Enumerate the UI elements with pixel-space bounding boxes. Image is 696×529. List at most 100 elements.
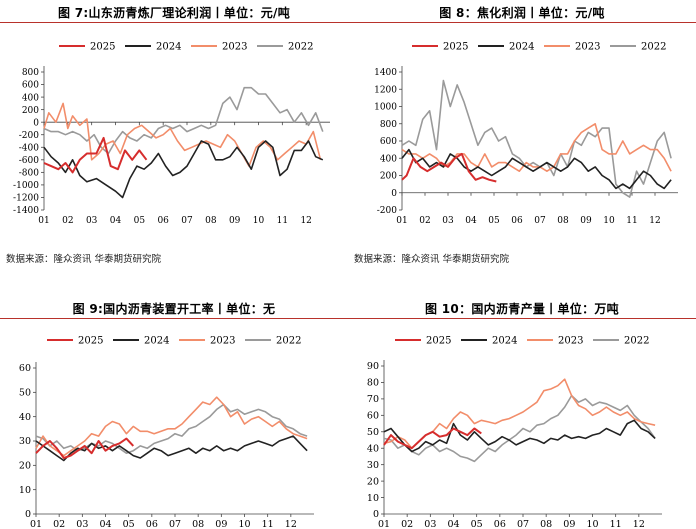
y-tick-label: 70 xyxy=(367,394,379,405)
y-tick-label: 10 xyxy=(19,485,31,496)
y-tick-label: 400 xyxy=(22,93,39,103)
x-tick-label: 03 xyxy=(442,216,454,226)
legend-label: 2024 xyxy=(492,336,517,347)
x-tick-label: 07 xyxy=(534,216,546,226)
legend-label: 2023 xyxy=(558,336,583,347)
y-tick-label: -800 xyxy=(19,169,39,179)
x-tick-label: 02 xyxy=(53,519,65,528)
y-tick-label: 800 xyxy=(380,120,397,130)
y-tick-label: 1200 xyxy=(374,85,397,95)
legend-item-2023: 2023 xyxy=(527,336,583,347)
legend-label: 2023 xyxy=(575,42,600,53)
series-line-2025 xyxy=(383,427,482,450)
legend-item-2024: 2024 xyxy=(125,42,181,53)
x-tick-label: 03 xyxy=(86,216,98,226)
x-tick-label: 07 xyxy=(169,519,181,528)
legend-item-2025: 2025 xyxy=(47,336,103,347)
legend-label: 2022 xyxy=(288,42,313,53)
x-tick-label: 12 xyxy=(300,216,311,226)
series-line-2023 xyxy=(43,102,322,167)
y-tick-label: 0 xyxy=(391,189,397,199)
x-tick-label: 07 xyxy=(517,519,529,528)
legend-item-2024: 2024 xyxy=(113,336,169,347)
y-tick-label: 400 xyxy=(380,154,397,164)
legend-label: 2025 xyxy=(443,42,468,53)
chart-figure: 2025 2024 2023 2022 60 50 40 30 20 10 001 02 03 04 05 0… xyxy=(19,336,314,528)
y-tick-label: 800 xyxy=(22,68,39,78)
x-tick-label: 05 xyxy=(488,216,500,226)
y-tick-label: -1000 xyxy=(13,181,39,191)
legend-label: 2024 xyxy=(509,42,534,53)
chart-title: 图 10：国内沥青产量丨单位：万吨 xyxy=(425,302,619,316)
x-tick-label: 12 xyxy=(633,519,645,528)
x-tick-label: 10 xyxy=(253,216,265,226)
legend-item-2025: 2025 xyxy=(395,336,451,347)
y-tick-label: -1200 xyxy=(13,194,39,204)
y-tick-label: 200 xyxy=(22,106,39,116)
y-tick-label: 40 xyxy=(367,443,379,454)
chart-figure: 2025 2024 2023 2022 90 80 70 60 50 40 30 20 10 001 02 0… xyxy=(367,336,662,528)
y-tick-label: 600 xyxy=(380,137,397,147)
x-tick-label: 11 xyxy=(262,519,274,528)
legend-item-2023: 2023 xyxy=(179,336,235,347)
x-tick-label: 03 xyxy=(76,519,88,528)
legend-label: 2022 xyxy=(641,42,666,53)
x-tick-label: 11 xyxy=(277,216,288,226)
y-tick-label: -400 xyxy=(19,143,39,153)
x-tick-label: 11 xyxy=(626,216,637,226)
x-tick-label: 01 xyxy=(30,519,42,528)
y-tick-label: 600 xyxy=(22,81,39,91)
legend-item-2023: 2023 xyxy=(191,42,247,53)
chart-title-bar: 图 8：焦化利润丨单位：元/吨 xyxy=(348,0,696,23)
legend-item-2025: 2025 xyxy=(412,42,468,53)
x-tick-label: 01 xyxy=(396,216,407,226)
x-tick-label: 01 xyxy=(38,216,49,226)
chart-title-bar: 图 10：国内沥青产量丨单位：万吨 xyxy=(348,296,696,319)
x-tick-label: 05 xyxy=(134,216,146,226)
x-tick-label: 05 xyxy=(123,519,135,528)
x-tick-label: 06 xyxy=(146,519,158,528)
legend-item-2022: 2022 xyxy=(257,42,313,53)
y-tick-label: 30 xyxy=(367,460,379,471)
y-tick-label: 80 xyxy=(367,378,379,389)
chart-figure: 2025 2024 2023 2022 1400 1200 1000 800 600 400 200… xyxy=(374,42,678,226)
y-tick-label: -1400 xyxy=(13,206,39,216)
chart-title: 图 7:山东沥青炼厂理论利润丨单位：元/吨 xyxy=(57,6,290,20)
legend-label: 2022 xyxy=(624,336,649,347)
legend-label: 2024 xyxy=(156,42,181,53)
y-tick-label: 200 xyxy=(380,172,397,182)
x-tick-label: 01 xyxy=(378,519,390,528)
x-tick-label: 10 xyxy=(586,519,598,528)
chart-title: 图 8：焦化利润丨单位：元/吨 xyxy=(439,6,605,20)
series-line-2024 xyxy=(383,419,656,453)
chart-title-bar: 图 9:国内沥青装置开工率丨单位：无 xyxy=(0,296,348,319)
chart-panel-fig7: 图 7:山东沥青炼厂理论利润丨单位：元/吨 2025 2024 2023 2022 80… xyxy=(0,0,348,270)
legend-item-2024: 2024 xyxy=(461,336,517,347)
y-tick-label: 50 xyxy=(19,388,31,399)
y-tick-label: 30 xyxy=(19,436,31,447)
x-tick-label: 12 xyxy=(285,519,297,528)
x-tick-label: 09 xyxy=(215,519,227,528)
y-tick-label: 20 xyxy=(19,461,31,472)
x-tick-label: 08 xyxy=(192,519,204,528)
x-tick-label: 08 xyxy=(540,519,552,528)
x-tick-label: 04 xyxy=(465,216,477,226)
x-tick-label: 06 xyxy=(494,519,506,528)
legend-item-2025: 2025 xyxy=(59,42,115,53)
legend-label: 2023 xyxy=(222,42,247,53)
series-line-2025 xyxy=(43,136,148,174)
series-line-2022 xyxy=(401,79,672,198)
x-tick-label: 04 xyxy=(99,519,111,528)
series-line-2022 xyxy=(43,86,324,155)
legend-label: 2025 xyxy=(90,42,115,53)
chart-panel-fig10: 图 10：国内沥青产量丨单位：万吨 2025 2024 2023 2022 90 80 70… xyxy=(348,296,696,529)
chart-source: 数据来源：隆众资讯 华泰期货研究院 xyxy=(354,254,510,265)
legend-label: 2023 xyxy=(210,336,235,347)
legend-item-2023: 2023 xyxy=(544,42,600,53)
chart-title-bar: 图 7:山东沥青炼厂理论利润丨单位：元/吨 xyxy=(0,0,348,23)
series-line-2024 xyxy=(43,140,324,199)
legend-item-2022: 2022 xyxy=(593,336,649,347)
x-tick-label: 11 xyxy=(610,519,622,528)
y-tick-label: 0 xyxy=(373,509,379,520)
y-tick-label: 60 xyxy=(367,411,379,422)
